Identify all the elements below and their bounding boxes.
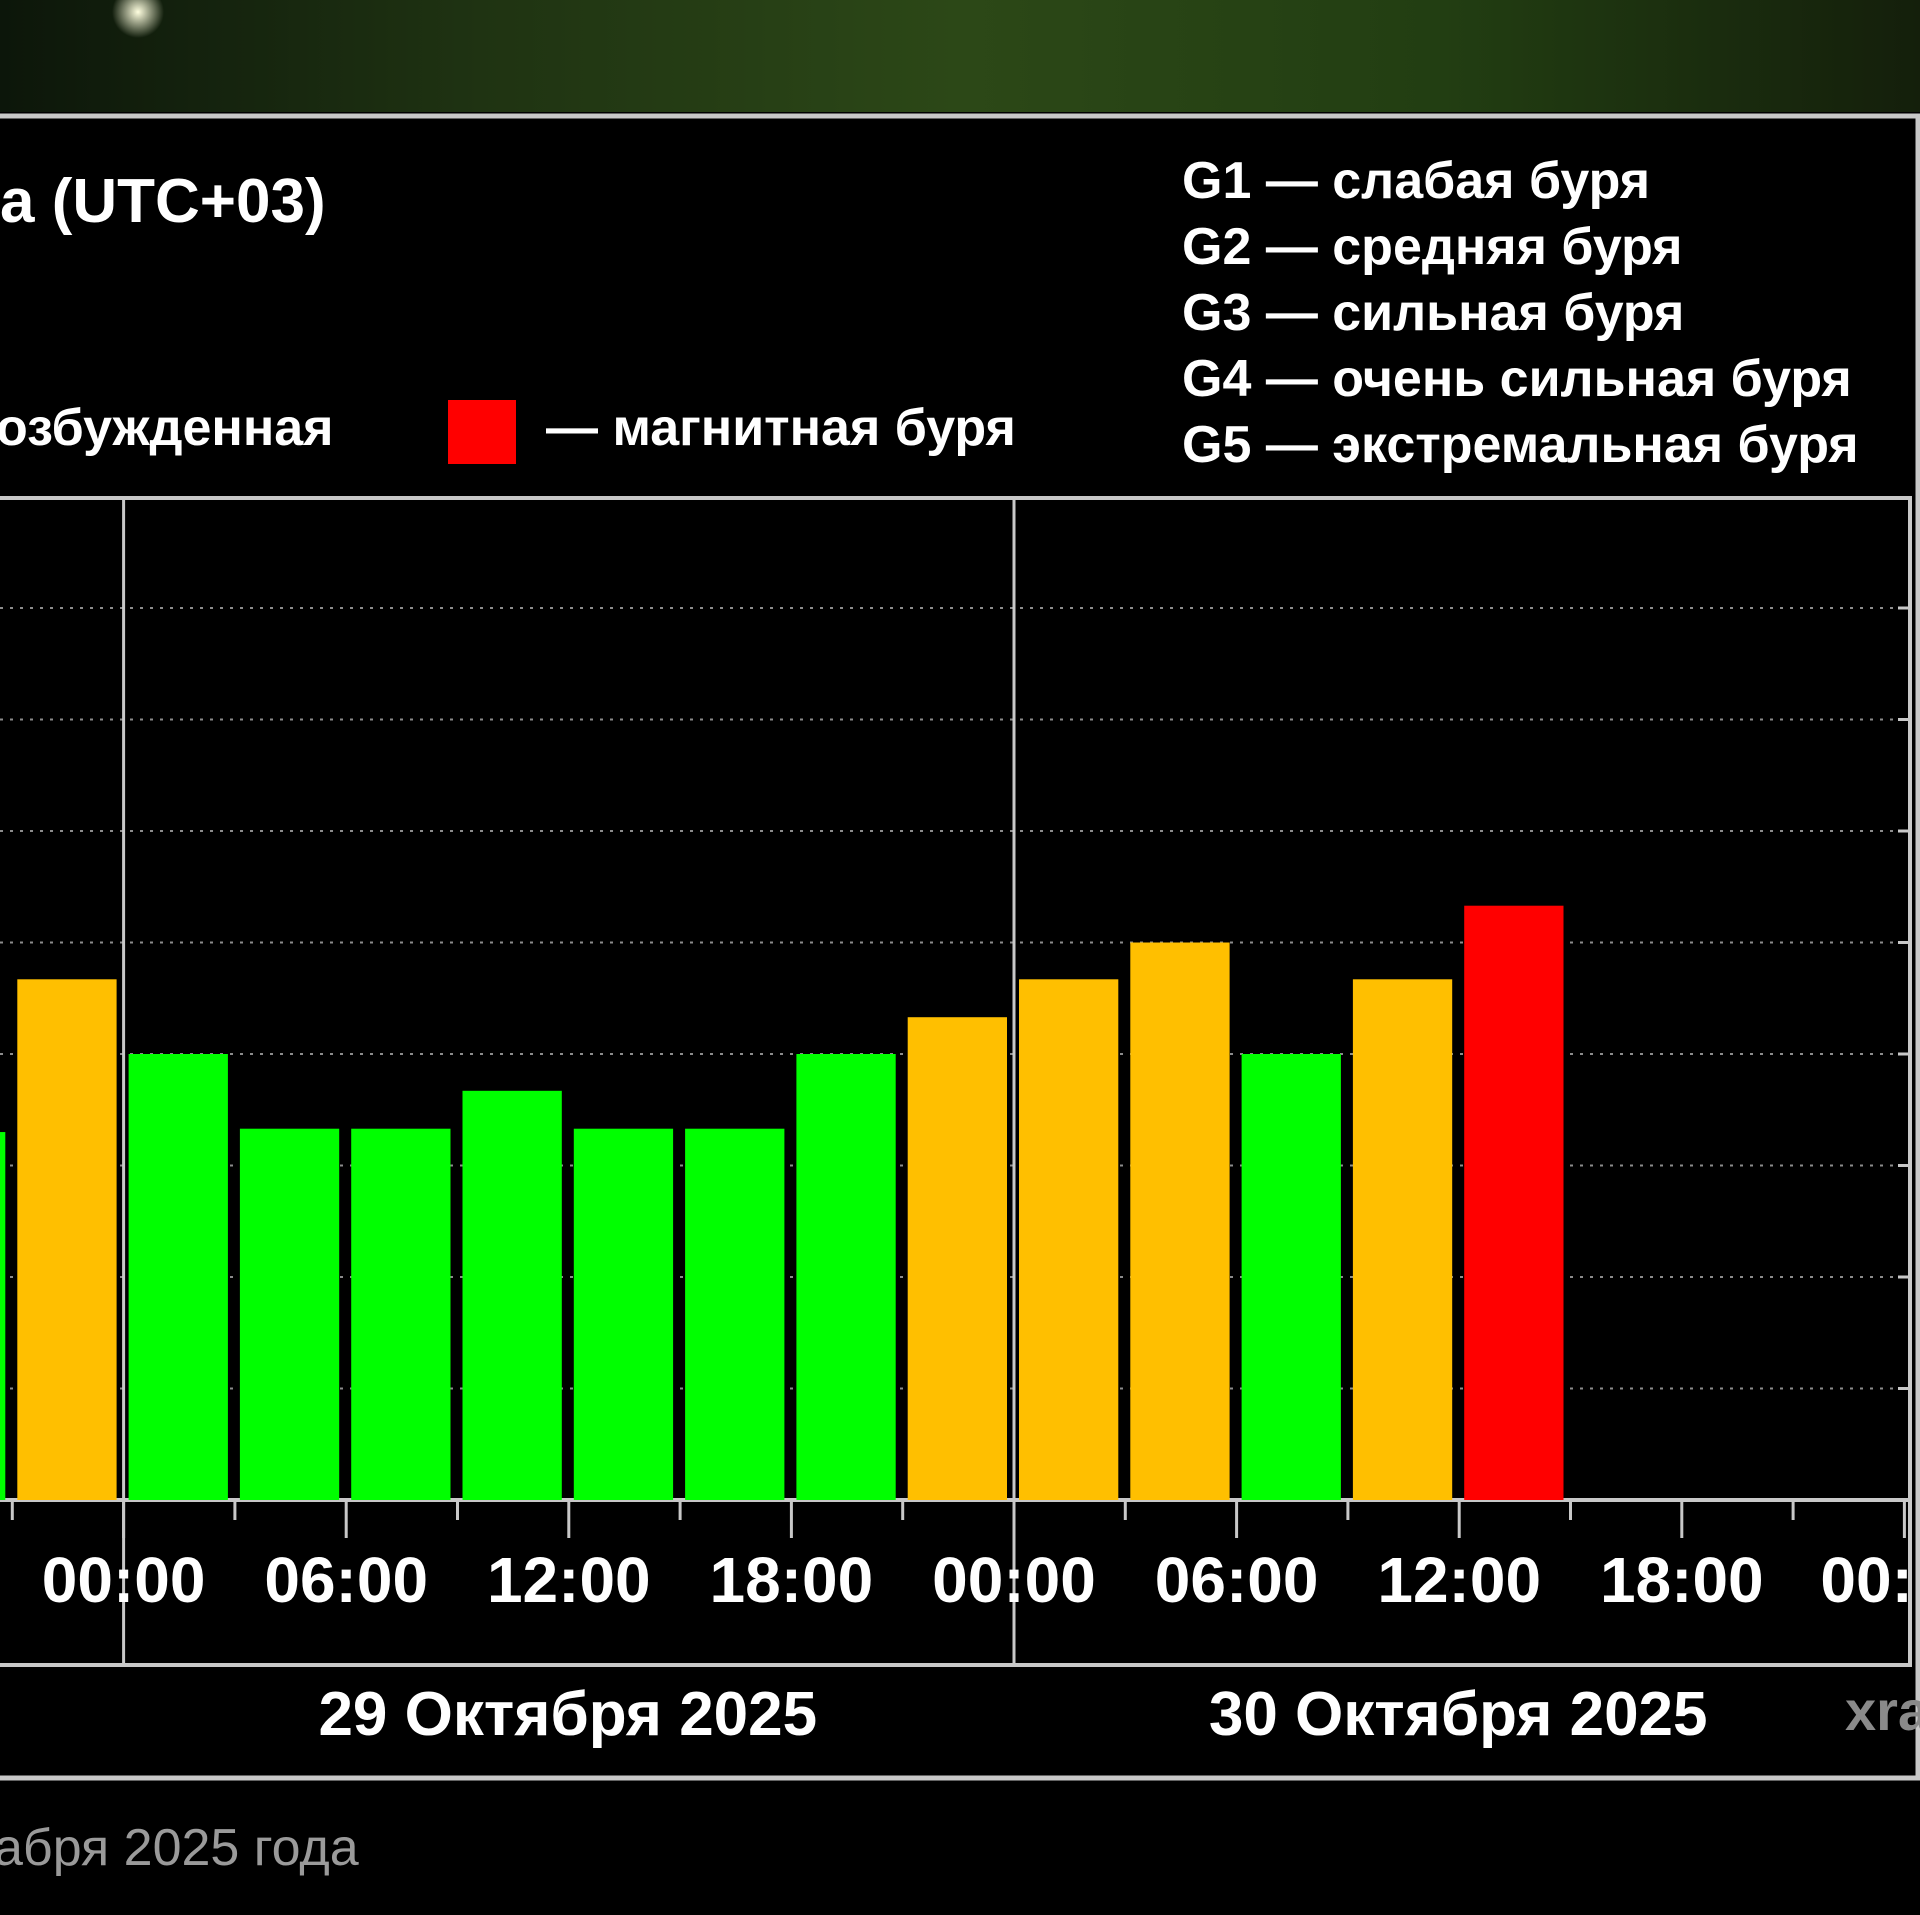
bar-storm — [1464, 905, 1564, 1500]
bar-calm — [462, 1090, 562, 1500]
x-tick-label: 06:00 — [264, 1544, 428, 1616]
storm-scale-item-g5: G5 — экстремальная буря — [1182, 416, 1859, 474]
x-tick-label: 06:00 — [1155, 1544, 1319, 1616]
x-tick-label: 18:00 — [1600, 1544, 1764, 1616]
bars-layer — [0, 905, 1564, 1500]
aurora-photo-strip — [0, 0, 1920, 112]
legend-excited-label: озбужденная — [0, 399, 334, 457]
date-labels: 29 Октября 2025 30 Октября 2025 — [318, 1680, 1707, 1749]
bar-excited — [1019, 979, 1119, 1500]
chart-title-fragment: а (UTC+03) — [0, 167, 326, 236]
bar-calm — [0, 1132, 6, 1500]
grid-layer — [0, 607, 1910, 1390]
legend-storm-label: — магнитная буря — [546, 399, 1016, 457]
bar-calm — [1241, 1054, 1341, 1500]
storm-scale-item-g3: G3 — сильная буря — [1182, 284, 1684, 342]
bar-excited — [1352, 979, 1453, 1500]
day-separators — [122, 500, 1016, 1665]
bar-excited — [907, 1017, 1007, 1500]
bar-calm — [796, 1054, 896, 1500]
storm-scale-item-g1: G1 — слабая буря — [1182, 152, 1650, 210]
x-tick-label: 00:00 — [932, 1544, 1096, 1616]
storm-scale-legend: G1 — слабая буря G2 — средняя буря G3 — си… — [1182, 152, 1859, 474]
storm-scale-item-g4: G4 — очень сильная буря — [1182, 350, 1852, 408]
x-tick-label: 12:00 — [1377, 1544, 1541, 1616]
bar-calm — [685, 1128, 785, 1500]
storm-scale-item-g2: G2 — средняя буря — [1182, 218, 1683, 276]
star-icon — [112, 0, 164, 38]
x-tick-label: 00: — [1820, 1544, 1913, 1616]
x-tick-label: 18:00 — [710, 1544, 874, 1616]
bar-calm — [573, 1128, 674, 1500]
caption-fragment: абря 2025 года — [0, 1819, 359, 1877]
x-axis-ticks — [10, 1500, 1906, 1538]
bar-excited — [17, 979, 117, 1500]
watermark: xra — [1845, 1679, 1920, 1742]
x-tick-label: 12:00 — [487, 1544, 651, 1616]
bar-calm — [351, 1128, 451, 1500]
x-tick-label: 00:00 — [42, 1544, 206, 1616]
x-axis-labels: 00:00 06:00 12:00 18:00 00:00 06:00 12:00 18:00… — [42, 1544, 1913, 1616]
bar-calm — [239, 1128, 340, 1500]
legend-storm-swatch — [448, 400, 516, 464]
bar-excited — [1130, 942, 1230, 1500]
date-label: 29 Октября 2025 — [318, 1680, 817, 1749]
bar-calm — [128, 1054, 228, 1500]
date-label: 30 Октября 2025 — [1209, 1680, 1708, 1749]
